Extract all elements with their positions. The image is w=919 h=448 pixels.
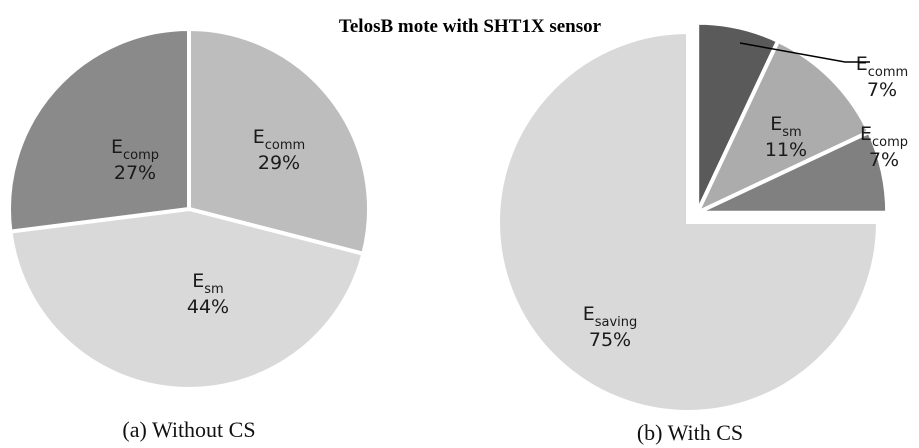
label-main: E bbox=[111, 136, 123, 158]
value-label: 27% bbox=[114, 162, 156, 184]
pie-slice bbox=[496, 29, 881, 414]
slice-label: Esm bbox=[770, 113, 801, 140]
slice-label: Ecomp bbox=[860, 123, 908, 150]
label-sub: comp bbox=[123, 148, 159, 163]
label-sub: comp bbox=[872, 135, 908, 150]
pie-slice bbox=[187, 26, 371, 257]
slice-label: Esm bbox=[192, 270, 223, 297]
label-sub: comm bbox=[265, 138, 305, 153]
slice-label: Ecomm bbox=[856, 53, 908, 80]
label-main: E bbox=[856, 53, 868, 75]
value-label: 7% bbox=[867, 79, 897, 101]
slice-label: Esaving bbox=[583, 303, 638, 330]
label-sub: saving bbox=[595, 315, 638, 330]
value-label: 11% bbox=[765, 139, 807, 161]
pie-slice bbox=[693, 38, 872, 217]
caption: (a) Without CS bbox=[122, 417, 255, 442]
label-main: E bbox=[860, 123, 872, 145]
pie-slice bbox=[7, 26, 191, 234]
label-sub: sm bbox=[204, 282, 223, 297]
leader-line bbox=[739, 42, 870, 63]
value-label: 7% bbox=[869, 149, 899, 171]
caption: (b) With CS bbox=[637, 420, 743, 445]
label-sub: comm bbox=[868, 65, 908, 80]
pie-slice bbox=[696, 129, 890, 215]
pie-slice bbox=[8, 206, 366, 391]
slice-label: Ecomp bbox=[111, 136, 159, 163]
value-label: 44% bbox=[187, 296, 229, 318]
label-main: E bbox=[583, 303, 595, 325]
label-main: E bbox=[253, 126, 265, 148]
label-sub: sm bbox=[782, 125, 801, 140]
chart-title: TelosB mote with SHT1X sensor bbox=[339, 16, 602, 37]
label-main: E bbox=[770, 113, 782, 135]
value-label: 29% bbox=[258, 152, 300, 174]
slice-label: Ecomm bbox=[253, 126, 305, 153]
value-label: 75% bbox=[589, 329, 631, 351]
label-main: E bbox=[192, 270, 204, 292]
